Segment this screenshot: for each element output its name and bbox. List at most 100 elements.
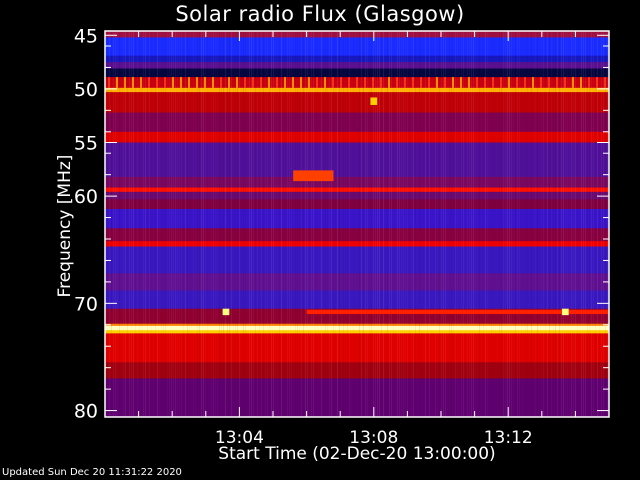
noise-stripe — [379, 31, 380, 417]
frequency-band — [105, 37, 609, 57]
frequency-band — [105, 191, 609, 200]
noise-stripe — [523, 31, 524, 417]
noise-stripe — [163, 31, 164, 417]
noise-stripe — [203, 31, 204, 417]
interference-dot — [124, 77, 126, 88]
noise-stripe — [485, 31, 486, 417]
noise-stripe — [529, 31, 530, 417]
noise-stripe — [229, 31, 230, 417]
interference-dot — [220, 77, 222, 88]
noise-stripe — [431, 31, 432, 417]
y-tick-label: 80 — [74, 401, 98, 423]
noise-stripe — [593, 31, 594, 417]
noise-stripe — [197, 31, 198, 417]
noise-stripe — [543, 31, 544, 417]
noise-stripe — [489, 31, 490, 417]
noise-stripe — [519, 31, 520, 417]
noise-stripe — [239, 31, 240, 417]
frequency-band — [105, 208, 609, 229]
noise-stripe — [283, 31, 284, 417]
noise-stripe — [323, 31, 324, 417]
frequency-band — [105, 199, 609, 210]
noise-stripe — [269, 31, 270, 417]
noise-stripe — [527, 31, 528, 417]
noise-stripe — [439, 31, 440, 417]
frequency-band — [105, 187, 609, 193]
plot-frame — [104, 30, 610, 418]
noise-stripe — [347, 31, 348, 417]
noise-stripe — [349, 31, 350, 417]
noise-stripe — [541, 31, 542, 417]
frequency-band — [105, 362, 609, 379]
noise-stripe — [377, 31, 378, 417]
noise-stripe — [453, 31, 454, 417]
noise-stripe — [113, 31, 114, 417]
noise-stripe — [381, 31, 382, 417]
noise-stripe — [233, 31, 234, 417]
noise-stripe — [465, 31, 466, 417]
noise-stripe — [409, 31, 410, 417]
noise-stripe — [279, 31, 280, 417]
noise-stripe — [259, 31, 260, 417]
noise-stripe — [405, 31, 406, 417]
interference-dot — [348, 77, 350, 88]
noise-stripe — [495, 31, 496, 417]
noise-stripe — [245, 31, 246, 417]
noise-stripe — [503, 31, 504, 417]
noise-stripe — [585, 31, 586, 417]
noise-stripe — [187, 31, 188, 417]
noise-stripe — [179, 31, 180, 417]
noise-stripe — [581, 31, 582, 417]
noise-stripe — [415, 31, 416, 417]
noise-stripe — [313, 31, 314, 417]
noise-stripe — [425, 31, 426, 417]
noise-stripe — [573, 31, 574, 417]
noise-stripe — [501, 31, 502, 417]
noise-stripe — [583, 31, 584, 417]
noise-stripe — [315, 31, 316, 417]
noise-stripe — [331, 31, 332, 417]
frequency-band — [105, 378, 609, 418]
noise-stripe — [575, 31, 576, 417]
noise-stripe — [183, 31, 184, 417]
noise-stripe — [513, 31, 514, 417]
noise-stripe — [435, 31, 436, 417]
noise-stripe — [459, 31, 460, 417]
noise-stripe — [175, 31, 176, 417]
noise-stripe — [271, 31, 272, 417]
noise-stripe — [317, 31, 318, 417]
noise-stripe — [263, 31, 264, 417]
noise-stripe — [299, 31, 300, 417]
interference-dot — [508, 77, 510, 88]
noise-stripe — [293, 31, 294, 417]
y-tick-label: 55 — [74, 133, 98, 155]
noise-stripe — [303, 31, 304, 417]
noise-stripe — [145, 31, 146, 417]
y-axis-label: Frequency [MHz] — [55, 154, 75, 298]
x-tick-label: 13:08 — [349, 428, 398, 448]
noise-stripe — [569, 31, 570, 417]
noise-stripe — [135, 31, 136, 417]
noise-stripe — [363, 31, 364, 417]
noise-stripe — [201, 31, 202, 417]
frequency-band — [105, 273, 609, 291]
interference-dot — [572, 77, 574, 88]
noise-stripe — [227, 31, 228, 417]
noise-stripe — [549, 31, 550, 417]
interference-dot — [532, 77, 534, 88]
noise-stripe — [597, 31, 598, 417]
x-tick-label: 13:12 — [484, 428, 533, 448]
noise-stripe — [169, 31, 170, 417]
frequency-band — [105, 241, 609, 248]
noise-stripe — [273, 31, 274, 417]
interference-dot — [484, 77, 486, 88]
interference-dot — [548, 77, 550, 88]
noise-stripe — [153, 31, 154, 417]
noise-stripe — [407, 31, 408, 417]
noise-stripe — [561, 31, 562, 417]
noise-stripe — [557, 31, 558, 417]
burst-feature — [222, 308, 230, 316]
interference-dot — [244, 77, 246, 88]
noise-stripe — [261, 31, 262, 417]
